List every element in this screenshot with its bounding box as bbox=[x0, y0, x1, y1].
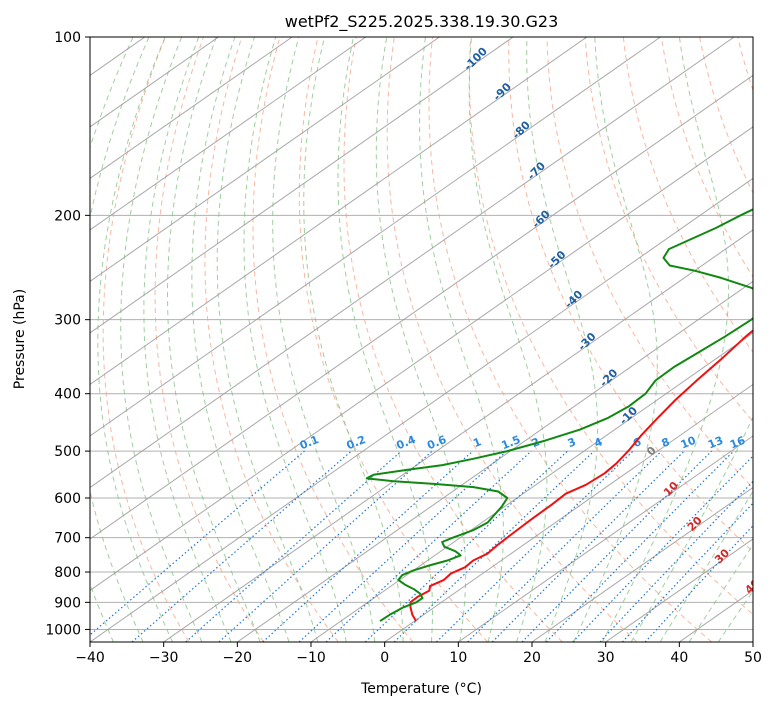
x-tick-label: 40 bbox=[670, 650, 688, 666]
y-tick-label: 1000 bbox=[45, 622, 81, 638]
y-tick-label: 700 bbox=[54, 531, 81, 547]
plot-background bbox=[90, 37, 753, 642]
x-tick-label: −30 bbox=[149, 650, 179, 666]
x-tick-label: 20 bbox=[523, 650, 541, 666]
y-tick-label: 400 bbox=[54, 387, 81, 403]
y-tick-label: 300 bbox=[54, 313, 81, 329]
y-tick-label: 600 bbox=[54, 491, 81, 507]
y-tick-label: 800 bbox=[54, 565, 81, 581]
y-tick-label: 900 bbox=[54, 595, 81, 611]
y-axis-label: Pressure (hPa) bbox=[12, 289, 28, 389]
y-tick-label: 200 bbox=[54, 208, 81, 224]
y-tick-label: 500 bbox=[54, 444, 81, 460]
x-tick-label: 10 bbox=[449, 650, 467, 666]
x-axis-label: Temperature (°C) bbox=[360, 681, 482, 697]
x-tick-label: 0 bbox=[380, 650, 389, 666]
chart-title: wetPf2_S225.2025.338.19.30.G23 bbox=[285, 12, 559, 32]
x-tick-label: −40 bbox=[75, 650, 105, 666]
x-tick-label: −20 bbox=[223, 650, 253, 666]
x-tick-label: 30 bbox=[597, 650, 615, 666]
x-tick-label: 50 bbox=[744, 650, 762, 666]
y-tick-label: 100 bbox=[54, 30, 81, 46]
x-tick-label: −10 bbox=[296, 650, 326, 666]
